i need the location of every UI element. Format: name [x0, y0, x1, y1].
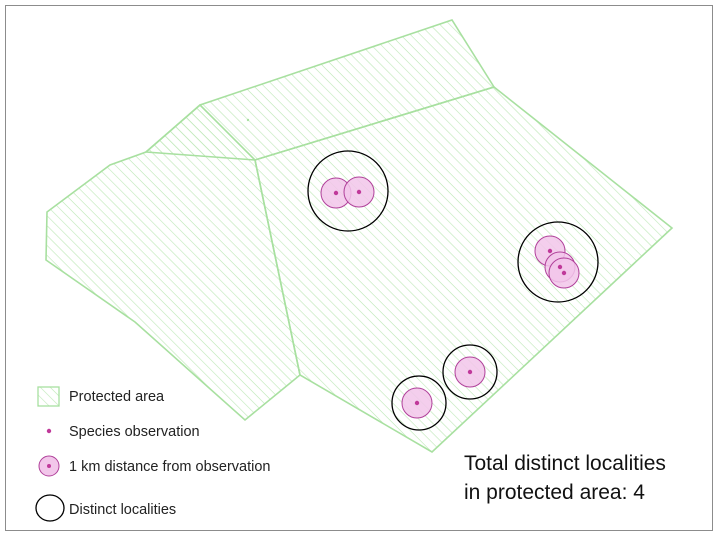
legend-label-observation: Species observation: [69, 424, 200, 440]
legend-label-buffer: 1 km distance from observation: [69, 459, 270, 475]
observation-point: [547, 248, 553, 254]
legend-label-protected-area: Protected area: [69, 389, 165, 405]
summary-line-2: in protected area: 4: [464, 481, 645, 504]
legend-swatch-protected-area: [37, 386, 60, 407]
species-observations: [333, 189, 567, 406]
tiny-area-marker: [246, 118, 250, 122]
protected-area-east: [254, 86, 674, 453]
protected-area-north: [144, 19, 496, 161]
map-frame: [5, 5, 713, 531]
observation-point: [467, 369, 473, 375]
legend: Protected area Species observation 1 km …: [35, 386, 270, 522]
summary: Total distinct localities in protected a…: [464, 452, 666, 504]
locality-circle: [307, 150, 389, 232]
observation-point: [414, 400, 420, 406]
protected-area: [45, 19, 674, 453]
legend-swatch-locality: [35, 494, 65, 522]
observation-point: [333, 190, 339, 196]
observation-point: [561, 270, 567, 276]
legend-label-locality: Distinct localities: [69, 502, 176, 518]
locality-circle: [442, 344, 498, 400]
legend-swatch-observation: [46, 428, 52, 434]
locality-circle: [517, 221, 599, 303]
distinct-localities: [307, 150, 599, 431]
legend-swatch-buffer-point: [47, 464, 51, 468]
locality-circle: [391, 375, 447, 431]
summary-line-1: Total distinct localities: [464, 452, 666, 475]
observation-point: [557, 264, 563, 270]
observation-point: [356, 189, 362, 195]
